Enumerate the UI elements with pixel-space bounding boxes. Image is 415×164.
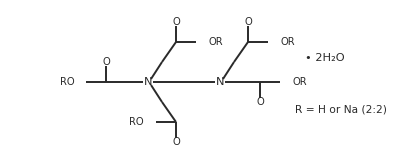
Text: O: O: [244, 17, 252, 27]
Text: R = H or Na (2:2): R = H or Na (2:2): [295, 105, 387, 115]
Text: OR: OR: [280, 37, 295, 47]
Text: • 2H₂O: • 2H₂O: [305, 53, 344, 63]
Text: RO: RO: [60, 77, 75, 87]
Text: OR: OR: [208, 37, 222, 47]
Text: N: N: [216, 77, 224, 87]
Text: O: O: [102, 57, 110, 67]
Text: RO: RO: [129, 117, 144, 127]
Text: O: O: [256, 97, 264, 107]
Text: OR: OR: [292, 77, 307, 87]
Text: N: N: [144, 77, 152, 87]
Text: O: O: [172, 17, 180, 27]
Text: O: O: [172, 137, 180, 147]
